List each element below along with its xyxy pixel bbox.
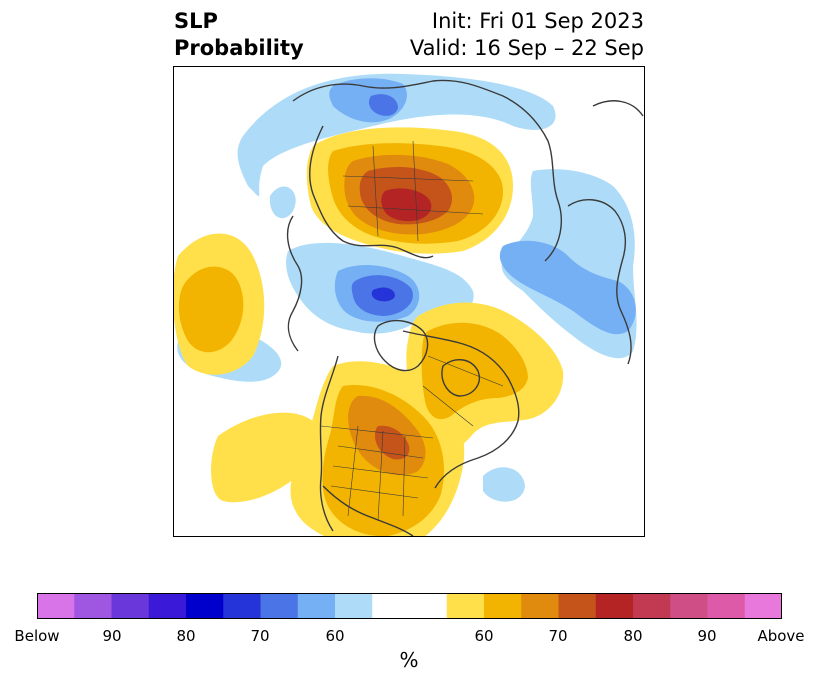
borders bbox=[320, 140, 504, 522]
colorbar-unit: % bbox=[399, 648, 419, 672]
coast-greenland bbox=[373, 319, 429, 372]
probability-map bbox=[173, 66, 645, 537]
colorbar-segment bbox=[446, 593, 485, 619]
tick-below-70: 70 bbox=[250, 627, 270, 645]
coast-hudson-bay bbox=[441, 359, 480, 397]
colorbar-segment bbox=[558, 593, 597, 619]
init-date: Init: Fri 01 Sep 2023 bbox=[431, 9, 644, 33]
title-variable: SLP bbox=[174, 9, 218, 33]
colorbar-segment bbox=[595, 593, 634, 619]
tick-above-90: 90 bbox=[697, 627, 717, 645]
border-canada-1 bbox=[427, 355, 504, 387]
forecast-dates: Init: Fri 01 Sep 2023 Valid: 16 Sep – 22… bbox=[410, 8, 644, 62]
map-title: SLP Probability bbox=[174, 8, 304, 62]
border-us-canada bbox=[320, 425, 434, 439]
above-deeper-united-states bbox=[375, 425, 410, 460]
tick-above-80: 80 bbox=[623, 627, 643, 645]
border-canada-2 bbox=[422, 385, 474, 427]
title-probability: Probability bbox=[174, 36, 304, 60]
colorbar-segment bbox=[74, 593, 112, 619]
tick-below: Below bbox=[14, 627, 60, 645]
coast-mexico bbox=[322, 485, 414, 537]
valid-range: Valid: 16 Sep – 22 Sep bbox=[409, 36, 644, 60]
colorbar-segment bbox=[521, 593, 559, 619]
above-medium-west bbox=[178, 266, 244, 353]
colorbar-segment bbox=[484, 593, 522, 619]
border-us-states-1 bbox=[337, 445, 424, 459]
tick-above-70: 70 bbox=[548, 627, 568, 645]
tick-below-90: 90 bbox=[102, 627, 122, 645]
colorbar-segment bbox=[372, 593, 410, 619]
coast-east-asia bbox=[567, 199, 632, 365]
colorbar-segment bbox=[633, 593, 671, 619]
colorbar-frame bbox=[37, 593, 782, 619]
colorbar-segment bbox=[111, 593, 150, 619]
above-max-eurasia bbox=[381, 188, 432, 222]
coast-europe bbox=[309, 125, 434, 259]
below-light-north-pacific-arc bbox=[237, 73, 556, 197]
map-frame bbox=[173, 66, 645, 537]
border-us-states-5 bbox=[377, 430, 384, 522]
coastlines bbox=[286, 79, 644, 537]
below-deep-central-arctic bbox=[371, 287, 395, 302]
below-dark-siberia bbox=[368, 94, 398, 116]
colorbar-segment bbox=[297, 593, 336, 619]
border-us-states-6 bbox=[402, 435, 406, 517]
colorbar-segment bbox=[670, 593, 708, 619]
colorbar-segment bbox=[260, 593, 299, 619]
border-eurasia-3 bbox=[412, 140, 419, 242]
colorbar-segment bbox=[223, 593, 261, 619]
border-eurasia-1 bbox=[342, 175, 474, 182]
coast-north-america-west bbox=[319, 355, 339, 532]
colorbar-segment bbox=[335, 593, 373, 619]
colorbar bbox=[37, 593, 782, 619]
colorbar-segment bbox=[148, 593, 187, 619]
colorbar-segment bbox=[186, 593, 224, 619]
tick-below-60: 60 bbox=[325, 627, 345, 645]
colorbar-segment bbox=[37, 593, 75, 619]
border-eurasia-2 bbox=[372, 145, 379, 237]
colorbar-segment bbox=[409, 593, 448, 619]
above-light-pacific-tail bbox=[211, 412, 318, 503]
border-us-states-4 bbox=[347, 425, 359, 517]
coast-scandinavia bbox=[286, 215, 303, 352]
colorbar-segment bbox=[744, 593, 782, 619]
below-light-west-patch bbox=[269, 186, 296, 219]
coast-canada bbox=[402, 330, 520, 489]
colorbar-segment bbox=[707, 593, 746, 619]
coast-siberia bbox=[292, 79, 562, 262]
tick-below-80: 80 bbox=[176, 627, 196, 645]
above-medium-canada bbox=[421, 322, 528, 420]
tick-above-60: 60 bbox=[474, 627, 494, 645]
border-eurasia-4 bbox=[347, 205, 484, 215]
tick-above: Above bbox=[757, 627, 805, 645]
below-light-atlantic bbox=[483, 467, 525, 502]
below-medium-east-asia bbox=[499, 240, 636, 335]
coast-alaska bbox=[592, 100, 644, 117]
